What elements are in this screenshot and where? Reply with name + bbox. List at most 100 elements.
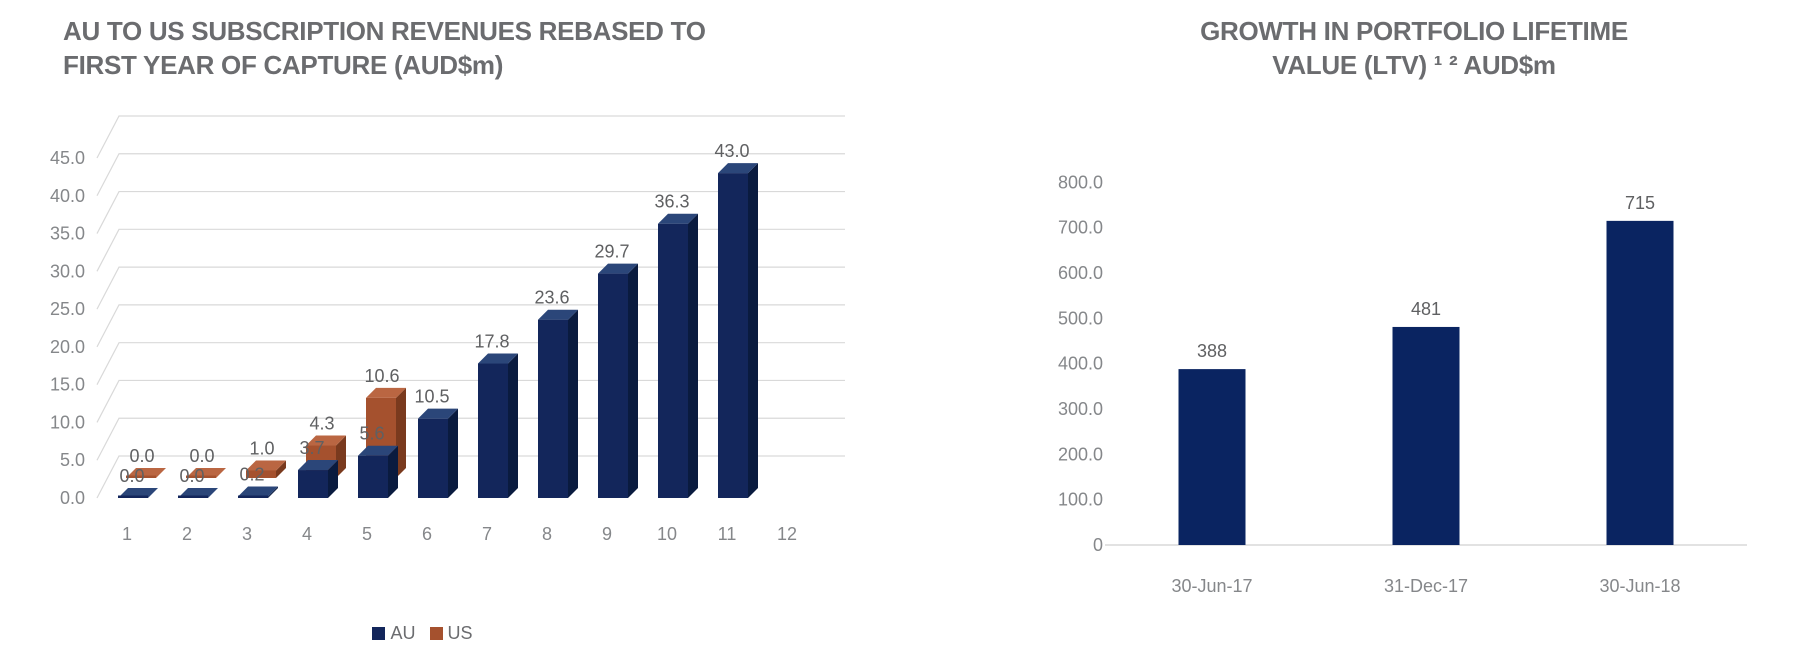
bar-top-face <box>246 460 286 471</box>
bar-top-face <box>538 309 578 320</box>
x-tick-label: 4 <box>302 524 312 544</box>
au-bar-10 <box>658 213 698 499</box>
bar-top-face <box>238 486 278 497</box>
ltv-bar-31-Dec-17 <box>1392 326 1460 545</box>
left-chart-legend: AU US <box>0 623 845 644</box>
us-legend-label: US <box>447 623 473 643</box>
x-tick-label: 30-Jun-17 <box>1171 576 1252 596</box>
y-tick-label: 40.0 <box>50 186 85 206</box>
x-tick-label: 30-Jun-18 <box>1599 576 1680 596</box>
us-value-label: 10.6 <box>364 366 399 386</box>
left-bars <box>118 163 758 499</box>
bar-front-face <box>126 475 156 478</box>
y-tick-label: 700.0 <box>1058 218 1103 238</box>
y-tick-label: 0.0 <box>60 488 85 508</box>
bar-front-face <box>298 470 328 498</box>
bar-front-face <box>718 173 748 499</box>
x-tick-label: 3 <box>242 524 252 544</box>
au-bar-7 <box>478 353 518 498</box>
x-tick-label: 6 <box>422 524 432 544</box>
right-chart-plot-area: 0 100.0 200.0 300.0 400.0 500.0 600.0 700.0 800.… <box>1058 172 1747 596</box>
left-chart-title-line2: FIRST YEAR OF CAPTURE (AUD$m) <box>63 50 504 80</box>
bar-front-face <box>478 363 508 498</box>
y-tick-label: 10.0 <box>50 412 85 432</box>
y-tick-label: 15.0 <box>50 375 85 395</box>
right-chart-title-line2: VALUE (LTV) ¹ ² AUD$m <box>1272 50 1556 80</box>
us-bar-1 <box>126 468 166 478</box>
au-value-label: 17.8 <box>474 332 509 352</box>
y-tick-label: 35.0 <box>50 224 85 244</box>
au-bar-8 <box>538 309 578 498</box>
x-tick-label: 11 <box>718 524 737 544</box>
bar-side-face <box>336 435 346 478</box>
bar-side-face <box>396 387 406 478</box>
gridline <box>96 228 845 272</box>
au-value-label: 29.7 <box>594 242 629 262</box>
au-bar-5 <box>358 445 398 498</box>
y-tick-label: 0 <box>1093 535 1103 555</box>
au-value-label: 0.0 <box>179 466 204 486</box>
bar-front-face <box>118 495 148 498</box>
au-value-label: 5.6 <box>359 424 384 444</box>
x-tick-label: 12 <box>777 524 797 544</box>
bar-top-face <box>358 445 398 456</box>
right-bars <box>1178 220 1674 546</box>
left-y-axis-labels: 0.0 5.0 10.0 15.0 20.0 25.0 30.0 35.0 40.0 45.0 <box>50 148 85 508</box>
bar-front-face <box>538 319 568 498</box>
bar-top-face <box>718 163 758 174</box>
ltv-value-label: 481 <box>1411 299 1441 319</box>
legend-item-us: US <box>429 623 473 644</box>
au-value-label: 36.3 <box>654 192 689 212</box>
bar-front-face <box>238 495 268 498</box>
y-tick-label: 500.0 <box>1058 308 1103 328</box>
au-value-label: 10.5 <box>414 387 449 407</box>
bar-side-face <box>628 263 638 498</box>
x-tick-label: 8 <box>542 524 552 544</box>
bar-top-face <box>598 263 638 274</box>
bar-top-face <box>298 460 338 471</box>
ltv-value-label: 715 <box>1625 193 1655 213</box>
au-value-label: 23.6 <box>534 288 569 308</box>
us-legend-swatch-icon <box>429 627 443 640</box>
right-x-axis-labels: 30-Jun-17 31-Dec-17 30-Jun-18 <box>1171 576 1680 596</box>
left-chart-title: AU TO US SUBSCRIPTION REVENUES REBASED T… <box>63 14 723 82</box>
left-chart-plot-area: 0.05.010.015.020.025.030.035.040.045.00.… <box>50 115 845 544</box>
bar-side-face <box>688 213 698 499</box>
au-legend-swatch-icon <box>372 627 386 640</box>
bar-top-face <box>418 408 458 419</box>
au-bar-11 <box>718 163 758 499</box>
bar-side-face <box>448 408 458 498</box>
x-tick-label: 10 <box>657 524 677 544</box>
gridline <box>96 190 845 234</box>
bar-front-face <box>418 418 448 498</box>
gridline <box>96 115 845 159</box>
bar-front-face <box>598 273 628 498</box>
y-tick-label: 5.0 <box>60 450 85 470</box>
ltv-bar-30-Jun-18 <box>1606 220 1674 546</box>
y-tick-label: 600.0 <box>1058 263 1103 283</box>
au-legend-label: AU <box>390 623 416 643</box>
x-tick-label: 31-Dec-17 <box>1384 576 1468 596</box>
x-tick-label: 2 <box>182 524 192 544</box>
right-y-axis-labels: 0 100.0 200.0 300.0 400.0 500.0 600.0 700.0 800.… <box>1058 172 1103 555</box>
bar-side-face <box>748 163 758 499</box>
us-value-label: 0.0 <box>129 446 154 466</box>
us-bar-2 <box>186 468 226 478</box>
right-chart-title: GROWTH IN PORTFOLIO LIFETIME VALUE (LTV)… <box>1019 14 1809 82</box>
y-tick-label: 20.0 <box>50 337 85 357</box>
y-tick-label: 800.0 <box>1058 172 1103 192</box>
x-tick-label: 7 <box>482 524 492 544</box>
bar-side-face <box>268 486 278 498</box>
au-us-subscription-revenue-chart: AU TO US SUBSCRIPTION REVENUES REBASED T… <box>0 14 845 644</box>
bar-side-face <box>388 445 398 498</box>
y-tick-label: 200.0 <box>1058 444 1103 464</box>
bar-front-face <box>358 455 388 498</box>
y-tick-label: 30.0 <box>50 261 85 281</box>
y-tick-label: 400.0 <box>1058 354 1103 374</box>
portfolio-ltv-growth-chart: GROWTH IN PORTFOLIO LIFETIME VALUE (LTV)… <box>909 0 1818 658</box>
ltv-value-label: 388 <box>1197 341 1227 361</box>
au-value-label: 0.2 <box>239 464 264 484</box>
us-bar-3 <box>246 460 286 478</box>
au-value-label: 3.7 <box>299 438 324 458</box>
